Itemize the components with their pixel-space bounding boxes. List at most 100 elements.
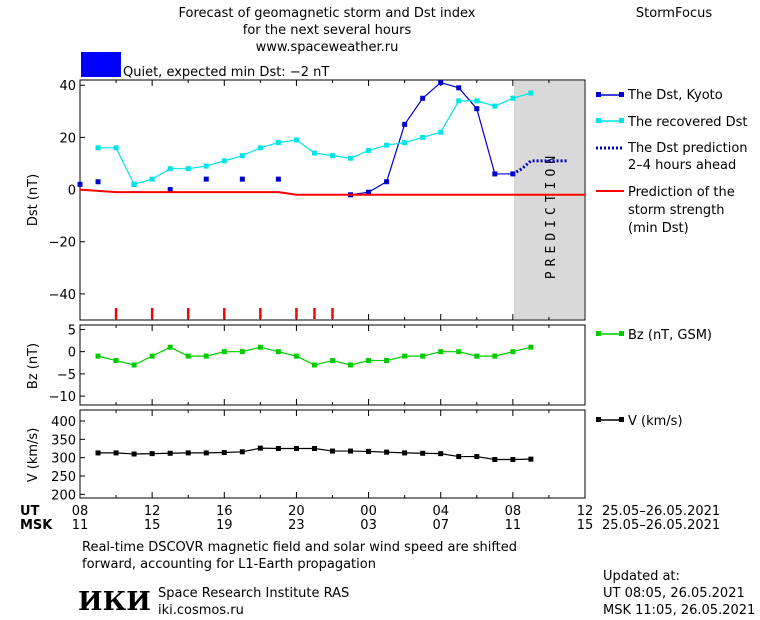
dst-recovered-point: [131, 181, 137, 187]
bz-panel-frame: [79, 324, 586, 406]
dst-recovered-point: [474, 98, 480, 104]
dst-kyoto-point: [239, 176, 245, 182]
dst-recovered-point: [420, 134, 426, 140]
legend-dst-recovered: The recovered Dst: [627, 115, 747, 130]
dst-recovered-point: [185, 166, 191, 172]
dst-recovered-point: [492, 103, 498, 109]
dst-kyoto-point: [420, 95, 426, 101]
dst-recovered-point: [167, 166, 173, 172]
dst-recovered-point: [510, 95, 516, 101]
bz-point: [456, 349, 462, 355]
dst-kyoto-point: [384, 179, 390, 185]
legend: The Dst, Kyoto The recovered Dst The Dst…: [596, 88, 748, 429]
dst-kyoto-point: [275, 176, 281, 182]
ut-date-range: 25.05–26.05.2021: [602, 504, 720, 519]
dst-recovered-point: [149, 176, 155, 182]
ut-axis-label: UT: [20, 504, 40, 519]
dst-kyoto-point: [77, 181, 83, 187]
v-point: [185, 450, 191, 456]
dst-ytick-label: −40: [49, 288, 76, 303]
ut-tick-label: 12: [577, 504, 594, 519]
bz-point: [510, 349, 516, 355]
dst-recovered-point: [528, 90, 534, 96]
v-point: [203, 450, 209, 456]
dst-recovered-point: [384, 142, 390, 148]
dst-kyoto-point: [402, 121, 408, 127]
ut-tick-label: 08: [505, 504, 522, 519]
bz-axis-title: Bz (nT): [26, 343, 41, 389]
v-point: [528, 456, 534, 462]
source-url[interactable]: www.spaceweather.ru: [256, 40, 399, 55]
v-ytick-label: 350: [51, 433, 76, 448]
v-point: [167, 450, 173, 456]
bz-ytick-label: −10: [49, 390, 76, 405]
v-ytick-label: 250: [51, 470, 76, 485]
v-point: [275, 446, 281, 451]
bz-point: [113, 358, 119, 364]
dst-recovered-point: [311, 150, 317, 156]
bz-point: [149, 353, 155, 359]
chart-title-line1: Forecast of geomagnetic storm and Dst in…: [178, 6, 475, 21]
bz-point: [366, 358, 372, 364]
dst-kyoto-point: [95, 179, 101, 185]
bz-point: [239, 349, 245, 355]
status-color-swatch: [81, 52, 121, 77]
v-point: [474, 454, 480, 460]
institute-url[interactable]: iki.cosmos.ru: [158, 603, 244, 618]
dst-recovered-point: [293, 137, 299, 143]
legend-strength-line1: Prediction of the: [628, 185, 735, 200]
chart-title-line2: for the next several hours: [243, 23, 412, 38]
dst-recovered-point: [438, 129, 444, 135]
bz-point: [492, 353, 498, 359]
prediction-band-label: PREDICTION: [544, 151, 559, 279]
bz-point: [185, 353, 191, 359]
v-point: [330, 448, 335, 454]
institute-name: Space Research Institute RAS: [158, 586, 349, 601]
v-point: [311, 446, 317, 451]
msk-tick-label: 23: [288, 518, 305, 533]
bz-point: [311, 362, 317, 368]
legend-v: V (km/s): [628, 414, 683, 429]
dst-kyoto-point: [492, 171, 498, 177]
legend-dst-kyoto: The Dst, Kyoto: [627, 88, 723, 103]
legend-dst-recovered-marker: [596, 118, 601, 123]
legend-bz-marker: [596, 331, 601, 336]
dst-kyoto-line: [350, 81, 513, 196]
bz-ytick-label: −5: [57, 368, 76, 383]
msk-axis-label: MSK: [20, 518, 53, 533]
v-point: [221, 450, 227, 456]
dst-recovered-point: [456, 98, 462, 104]
v-point: [402, 450, 408, 456]
v-point: [456, 454, 462, 460]
msk-tick-label: 11: [72, 518, 89, 533]
ut-tick-label: 20: [288, 504, 305, 519]
ut-tick-label: 08: [72, 504, 89, 519]
msk-tick-label: 11: [505, 518, 522, 533]
dst-kyoto-point: [167, 187, 173, 193]
v-point: [95, 450, 101, 456]
dst-ytick-label: 20: [59, 131, 76, 146]
msk-tick-label: 07: [432, 518, 449, 533]
brand-name: StormFocus: [636, 6, 712, 21]
bz-point: [221, 349, 227, 355]
bz-point: [167, 344, 173, 350]
v-point: [492, 457, 498, 462]
iki-logo: ИКИ: [78, 587, 151, 617]
v-axis-title: V (km/s): [26, 428, 41, 483]
bz-line: [97, 346, 532, 366]
ut-tick-label: 04: [432, 504, 449, 519]
footer-note-line1: Real-time DSCOVR magnetic field and sola…: [82, 540, 517, 555]
legend-bz: Bz (nT, GSM): [628, 328, 712, 343]
updated-ut: UT 08:05, 26.05.2021: [603, 586, 745, 601]
ut-tick-label: 00: [360, 504, 377, 519]
bz-point: [275, 349, 281, 355]
v-point: [149, 451, 155, 457]
bz-point: [257, 344, 263, 350]
dst-recovered-point: [275, 140, 281, 146]
bz-point: [474, 353, 480, 359]
status-text: Quiet, expected min Dst: −2 nT: [123, 65, 329, 80]
bz-point: [203, 353, 209, 359]
updated-msk: MSK 11:05, 26.05.2021: [603, 603, 755, 618]
bz-point: [131, 362, 137, 368]
